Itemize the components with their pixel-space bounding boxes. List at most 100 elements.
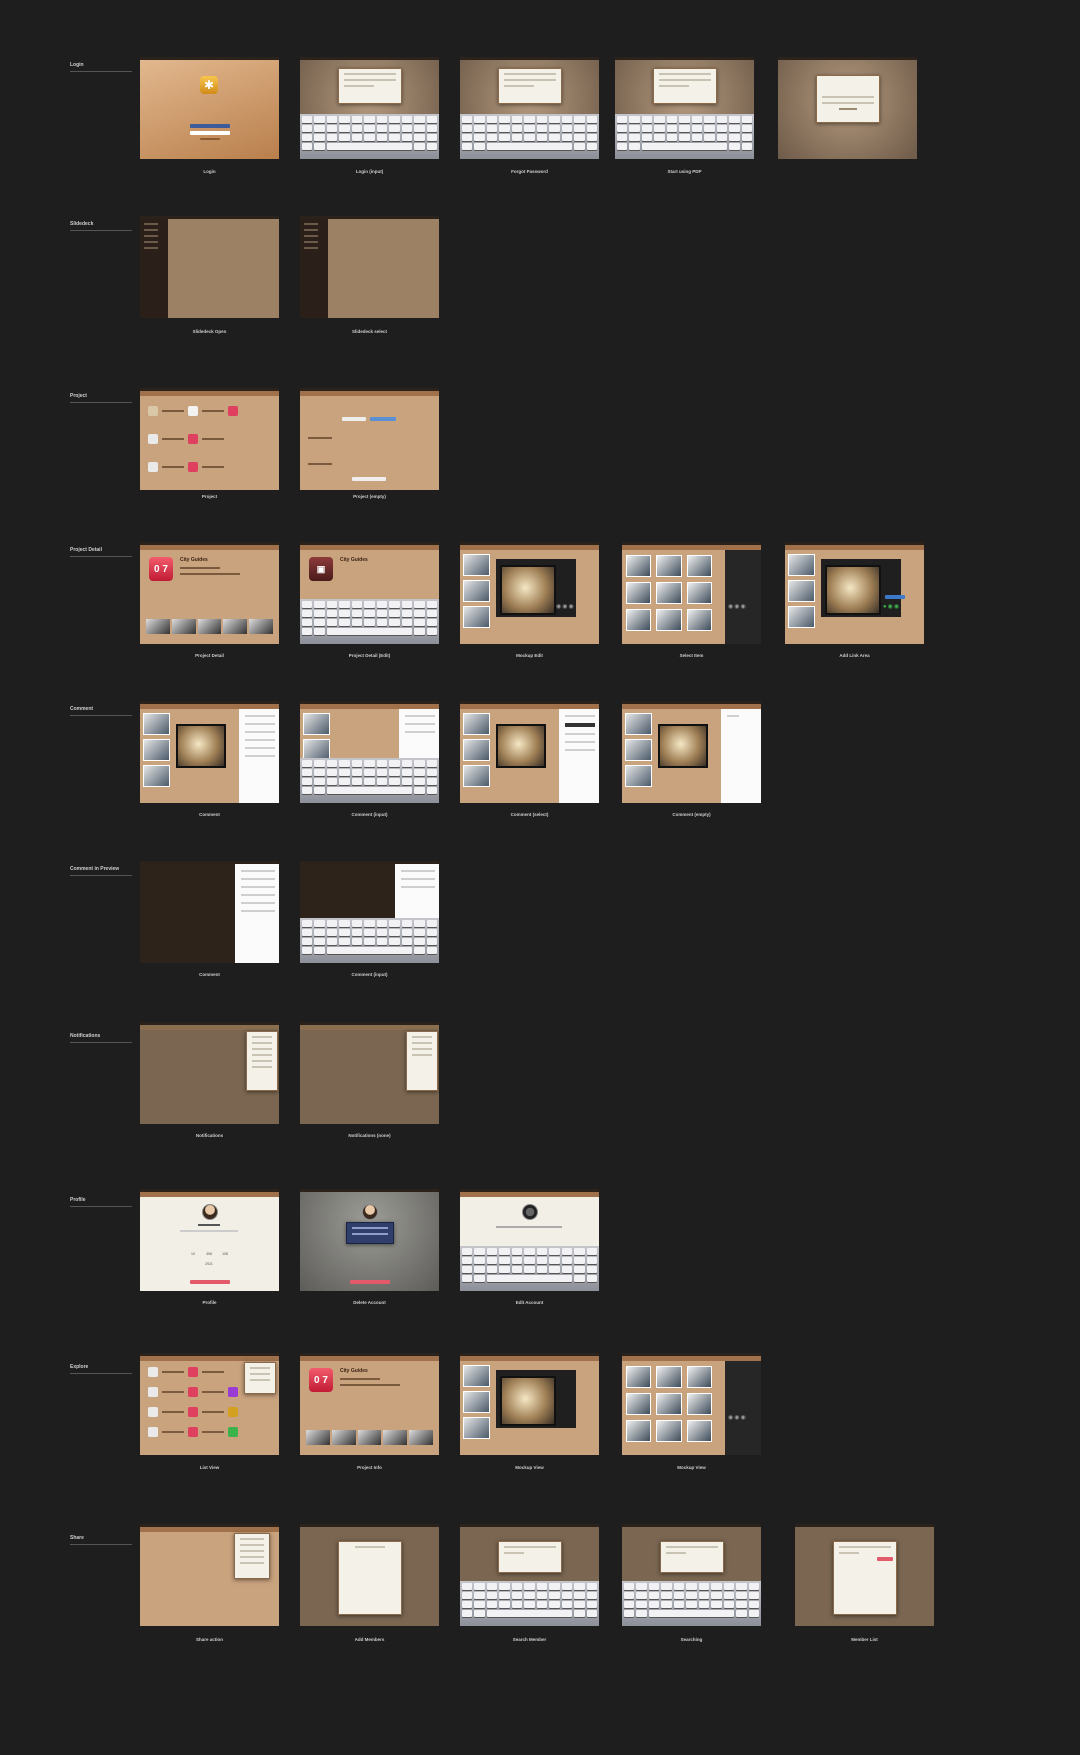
thumbnail-list[interactable] [303, 713, 330, 761]
screen-searching[interactable] [622, 1524, 761, 1626]
share-popover[interactable] [234, 1533, 270, 1579]
mockup-image[interactable] [496, 724, 546, 768]
comment-panel[interactable] [398, 709, 439, 759]
signin-button[interactable] [190, 131, 230, 135]
empty-button[interactable] [342, 417, 366, 421]
screen-login[interactable]: ✱ [140, 57, 279, 159]
screenshot-strip[interactable] [146, 619, 273, 634]
edit-profile-button[interactable] [190, 1280, 230, 1284]
screenshot-strip[interactable] [306, 1430, 433, 1445]
screen-mockup-view-grid[interactable]: ◉◉◉ [622, 1353, 761, 1455]
screen-comment-empty[interactable] [622, 701, 761, 803]
screen-start-using[interactable] [615, 57, 754, 159]
screen-preview-comment[interactable] [140, 861, 279, 963]
thumbnail-list[interactable] [463, 554, 490, 628]
list-item[interactable] [148, 1366, 271, 1377]
screen-notifications-none[interactable] [300, 1022, 439, 1124]
screen-add-link-area[interactable]: ●◉◉ [785, 542, 924, 644]
keyboard[interactable] [300, 114, 439, 159]
screen-slidedeck-open[interactable] [140, 216, 279, 318]
screen-project[interactable] [140, 388, 279, 490]
screen-edit-account[interactable] [460, 1189, 599, 1291]
screen-list-view[interactable] [140, 1353, 279, 1455]
screen-comment-select[interactable] [460, 701, 599, 803]
screen-comment[interactable] [140, 701, 279, 803]
comment-panel[interactable] [234, 864, 279, 963]
keyboard[interactable] [460, 1581, 599, 1626]
keyboard[interactable] [615, 114, 754, 159]
keyboard[interactable] [460, 1246, 599, 1291]
slidedeck-sidebar[interactable] [140, 219, 168, 318]
screen-project-info[interactable]: 0 7 City Guides [300, 1353, 439, 1455]
search-dialog[interactable] [498, 1541, 562, 1573]
screen-delete-account[interactable] [300, 1189, 439, 1291]
keyboard[interactable] [300, 758, 439, 803]
playback-icons[interactable]: ◉◉◉ [728, 604, 747, 610]
screen-share-action[interactable] [140, 1524, 279, 1626]
add-project-button[interactable] [352, 477, 386, 481]
create-button[interactable] [370, 417, 396, 421]
thumbnail-list[interactable] [143, 713, 170, 787]
playback-icons[interactable]: ◉◉◉ [728, 1415, 747, 1421]
mockup-image[interactable] [176, 724, 226, 768]
slidedeck-sidebar[interactable] [300, 219, 328, 318]
project-row[interactable] [148, 433, 271, 444]
member-list-dialog[interactable] [833, 1541, 897, 1615]
project-row[interactable] [148, 461, 271, 472]
thumbnail-list[interactable] [625, 713, 652, 787]
screen-preview-comment-input[interactable] [300, 861, 439, 963]
link-confirm-icon[interactable]: ●◉◉ [883, 604, 901, 610]
thumbnail-list[interactable] [463, 1365, 490, 1439]
add-members-dialog[interactable] [338, 1541, 402, 1615]
screen-notifications[interactable] [140, 1022, 279, 1124]
search-results[interactable] [660, 1541, 724, 1573]
list-item[interactable] [148, 1406, 271, 1417]
delete-dialog[interactable] [346, 1222, 394, 1244]
screen-search-member[interactable] [460, 1524, 599, 1626]
thumbnail-list[interactable] [788, 554, 815, 628]
mockup-image[interactable] [825, 565, 881, 615]
playback-icons[interactable]: ◉◉◉ [556, 604, 575, 610]
filter-popover[interactable] [244, 1362, 276, 1394]
thumbnail-grid[interactable] [626, 1366, 712, 1442]
notifications-popover[interactable] [406, 1031, 438, 1091]
notifications-popover[interactable] [246, 1031, 278, 1091]
screen-mockup-view[interactable] [460, 1353, 599, 1455]
screen-profile[interactable]: 10 396 108 2921 [140, 1189, 279, 1291]
keyboard[interactable] [300, 918, 439, 963]
mockup-image[interactable] [500, 565, 556, 615]
forgot-link[interactable] [200, 138, 220, 140]
screen-comment-input[interactable] [300, 701, 439, 803]
screen-login-input[interactable] [300, 57, 439, 159]
thumbnail-grid[interactable] [626, 555, 712, 631]
list-item[interactable] [148, 1426, 271, 1437]
keyboard[interactable] [300, 599, 439, 644]
screen-project-detail-edit[interactable]: ▣ City Guides [300, 542, 439, 644]
comment-panel[interactable] [394, 864, 439, 919]
list-item[interactable] [148, 1386, 271, 1397]
project-row[interactable] [148, 405, 271, 416]
remove-member-button[interactable] [877, 1557, 893, 1561]
screen-project-empty[interactable] [300, 388, 439, 490]
screen-mockup-edit[interactable]: ◉◉◉ [460, 542, 599, 644]
facebook-login-button[interactable] [190, 124, 230, 128]
thumbnail-list[interactable] [463, 713, 490, 787]
mockup-image[interactable] [500, 1376, 556, 1426]
screen-select-item[interactable]: ◉◉◉ [622, 542, 761, 644]
screen-project-detail[interactable]: 0 7 City Guides [140, 542, 279, 644]
delete-account-button[interactable] [350, 1280, 390, 1284]
screen-slidedeck-select[interactable] [300, 216, 439, 318]
comment-panel[interactable] [558, 709, 599, 803]
screen-login-confirm[interactable] [778, 57, 917, 159]
screen-member-list[interactable] [795, 1524, 934, 1626]
mockup-image[interactable] [658, 724, 708, 768]
avatar[interactable] [522, 1204, 538, 1220]
link-area-button[interactable] [885, 595, 905, 599]
screen-add-members[interactable] [300, 1524, 439, 1626]
keyboard[interactable] [622, 1581, 761, 1626]
keyboard[interactable] [460, 114, 599, 159]
name-field[interactable] [496, 1226, 562, 1228]
comment-panel[interactable] [238, 709, 279, 803]
screen-forgot-password[interactable] [460, 57, 599, 159]
comment-panel[interactable] [720, 709, 761, 803]
